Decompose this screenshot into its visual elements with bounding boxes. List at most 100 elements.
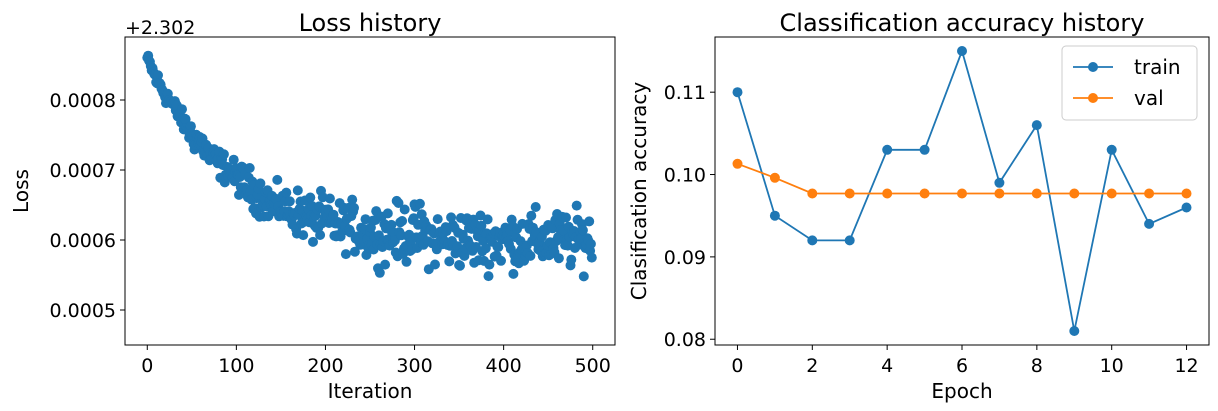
loss-x-tick-label: 400 xyxy=(486,355,522,377)
loss-point xyxy=(347,194,358,205)
point-train xyxy=(882,144,893,155)
point-val xyxy=(1144,188,1155,199)
point-train xyxy=(1144,218,1155,229)
loss-point xyxy=(218,149,229,160)
loss-point xyxy=(228,154,239,165)
legend-label-train: train xyxy=(1134,55,1181,79)
loss-point xyxy=(153,70,163,81)
point-val xyxy=(1181,188,1192,199)
loss-point xyxy=(480,243,491,254)
loss-point xyxy=(493,242,504,253)
loss-point xyxy=(432,214,443,225)
loss-point xyxy=(328,209,339,220)
legend-marker-val xyxy=(1088,93,1098,103)
accuracy-legend: train val xyxy=(1061,45,1198,121)
accuracy-y-tick-label: 0.09 xyxy=(664,247,706,269)
loss-point xyxy=(508,268,519,279)
accuracy-x-tick-label: 2 xyxy=(806,355,818,377)
point-train xyxy=(807,235,818,246)
loss-point xyxy=(578,271,589,282)
point-train xyxy=(844,235,855,246)
accuracy-history-chart: Classification accuracy history 0 2 4 6 8 10 1… xyxy=(627,9,1210,403)
accuracy-y-tick-label: 0.11 xyxy=(664,82,706,104)
loss-point xyxy=(382,208,393,219)
loss-y-tick-label: 0.0005 xyxy=(50,300,116,322)
accuracy-chart-title: Classification accuracy history xyxy=(780,9,1145,37)
loss-point xyxy=(444,256,455,267)
loss-y-tick-label: 0.0007 xyxy=(50,160,116,182)
loss-x-tick-label: 500 xyxy=(575,355,611,377)
loss-point xyxy=(553,253,564,264)
legend-marker-train xyxy=(1088,62,1098,72)
point-train xyxy=(1181,202,1192,213)
point-train xyxy=(1106,144,1117,155)
loss-point xyxy=(446,212,457,223)
series-val xyxy=(732,158,1192,199)
loss-point xyxy=(292,185,303,196)
loss-point xyxy=(455,260,465,271)
loss-x-tick-label: 0 xyxy=(141,355,153,377)
loss-point xyxy=(577,225,588,236)
point-train xyxy=(1031,120,1042,131)
loss-x-tick-label: 300 xyxy=(396,355,432,377)
loss-point xyxy=(340,249,351,260)
loss-y-tick-label: 0.0006 xyxy=(50,230,116,252)
accuracy-x-tick-label: 8 xyxy=(1031,355,1043,377)
loss-point xyxy=(525,250,536,261)
loss-point xyxy=(483,271,494,282)
accuracy-x-tick-label: 4 xyxy=(881,355,893,377)
loss-points xyxy=(142,50,597,282)
accuracy-plot-frame xyxy=(714,36,1210,346)
loss-point xyxy=(571,200,582,211)
loss-history-chart: Loss history +2.302 0 100 200 300 400 500 0.0… xyxy=(9,9,616,403)
loss-y-ticks: 0.0005 0.0006 0.0007 0.0008 xyxy=(50,90,125,322)
loss-point xyxy=(185,121,196,132)
loss-point xyxy=(526,210,537,221)
point-val xyxy=(1069,188,1080,199)
loss-point xyxy=(484,259,495,270)
loss-point xyxy=(414,198,425,209)
accuracy-x-tick-label: 12 xyxy=(1174,355,1198,377)
loss-point xyxy=(401,256,412,267)
point-train xyxy=(769,210,780,221)
loss-point xyxy=(441,226,452,237)
loss-point xyxy=(349,246,360,257)
point-train xyxy=(919,144,930,155)
point-train xyxy=(1069,326,1080,336)
loss-point xyxy=(482,214,493,225)
loss-point xyxy=(496,255,506,266)
loss-point xyxy=(566,254,577,265)
loss-x-ticks: 0 100 200 300 400 500 xyxy=(141,345,611,377)
loss-point xyxy=(324,193,335,204)
loss-point xyxy=(386,219,397,230)
point-val xyxy=(844,188,855,199)
loss-point xyxy=(284,196,295,207)
loss-y-axis-label: Loss xyxy=(9,169,33,213)
legend-entry-val: val xyxy=(1073,86,1164,110)
loss-x-tick-label: 200 xyxy=(307,355,343,377)
accuracy-series xyxy=(732,46,1192,336)
loss-point xyxy=(459,250,470,261)
loss-point xyxy=(399,204,410,215)
point-train xyxy=(994,177,1005,188)
loss-point xyxy=(547,223,558,234)
accuracy-x-tick-label: 6 xyxy=(956,355,968,377)
loss-point xyxy=(561,212,571,223)
loss-point xyxy=(315,230,326,240)
point-val xyxy=(732,158,743,169)
accuracy-x-tick-label: 0 xyxy=(731,355,743,377)
loss-point xyxy=(298,230,309,241)
loss-point xyxy=(349,202,359,213)
loss-point xyxy=(380,259,391,270)
point-val xyxy=(957,188,967,199)
point-val xyxy=(919,188,930,199)
loss-y-tick-label: 0.0008 xyxy=(50,90,116,112)
accuracy-x-tick-label: 10 xyxy=(1100,355,1124,377)
loss-point xyxy=(584,216,595,227)
point-train xyxy=(732,87,743,98)
point-val xyxy=(769,172,780,183)
loss-point xyxy=(272,174,283,185)
loss-point xyxy=(430,259,440,270)
point-val xyxy=(1106,188,1117,199)
